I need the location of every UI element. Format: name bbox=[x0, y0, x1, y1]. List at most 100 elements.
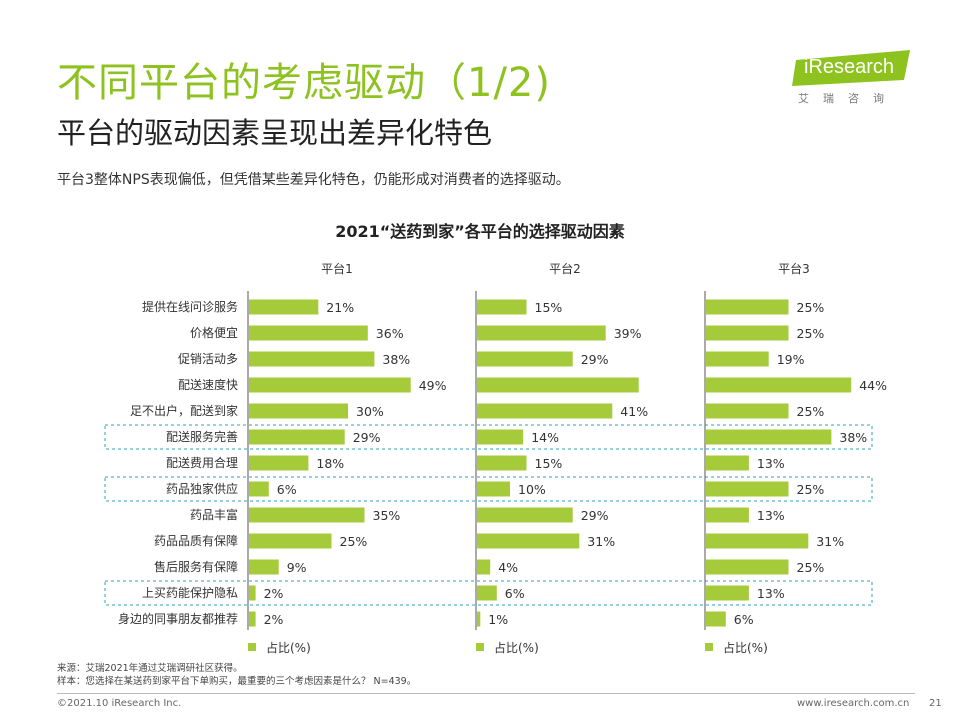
bar bbox=[249, 455, 309, 471]
category-label: 提供在线问诊服务 bbox=[142, 299, 238, 314]
data-label: 30% bbox=[356, 404, 384, 419]
data-label: 2% bbox=[264, 586, 284, 601]
data-label: 19% bbox=[777, 352, 805, 367]
bar bbox=[477, 507, 573, 523]
bar bbox=[477, 403, 613, 419]
bar bbox=[477, 559, 491, 575]
bar bbox=[706, 429, 832, 445]
page-title: 不同平台的考虑驱动（1/2) bbox=[57, 60, 551, 106]
data-label: 25% bbox=[340, 534, 368, 549]
bar bbox=[477, 533, 580, 549]
category-label: 药品丰富 bbox=[190, 507, 238, 522]
bar bbox=[477, 299, 527, 315]
bar bbox=[706, 403, 789, 419]
legend-swatch bbox=[248, 643, 256, 651]
bar bbox=[477, 429, 524, 445]
data-label: 44% bbox=[859, 378, 887, 393]
bar bbox=[249, 611, 256, 627]
category-label: 配送速度快 bbox=[178, 377, 238, 392]
category-label: 身边的同事朋友都推荐 bbox=[118, 611, 238, 626]
bar bbox=[706, 559, 789, 575]
data-label: 4% bbox=[498, 560, 518, 575]
category-label: 上买药能保护隐私 bbox=[142, 586, 238, 600]
category-label: 足不出户，配送到家 bbox=[130, 403, 238, 418]
legend-label: 占比(%) bbox=[723, 640, 768, 655]
logo-subtitle: 艾瑞咨询 bbox=[798, 92, 898, 105]
category-label: 药品品质有保障 bbox=[154, 533, 238, 548]
page-description: 平台3整体NPS表现偏低，但凭借某些差异化特色，仍能形成对消费者的选择驱动。 bbox=[57, 172, 570, 188]
data-label: 25% bbox=[797, 482, 825, 497]
bar bbox=[706, 299, 789, 315]
bar bbox=[249, 559, 279, 575]
data-label: 29% bbox=[353, 430, 381, 445]
page-number: 21 bbox=[929, 698, 942, 709]
bar bbox=[249, 377, 411, 393]
legend-swatch bbox=[476, 643, 484, 651]
legend-label: 占比(%) bbox=[494, 640, 539, 655]
bar bbox=[706, 507, 749, 523]
data-label: 29% bbox=[581, 508, 609, 523]
bar bbox=[706, 455, 749, 471]
data-label: 21% bbox=[326, 300, 354, 315]
data-label: 15% bbox=[535, 300, 563, 315]
data-label: 1% bbox=[488, 612, 508, 627]
bar bbox=[249, 351, 375, 367]
iresearch-logo: iResearch 艾瑞咨询 bbox=[792, 50, 912, 110]
source-line-2: 样本：您选择在某送药到家平台下单购买，最重要的三个考虑因素是什么？ N=439。 bbox=[57, 676, 417, 687]
data-label: 31% bbox=[587, 534, 615, 549]
category-label: 售后服务有保障 bbox=[154, 559, 238, 574]
data-label: 49% bbox=[419, 378, 447, 393]
logo-name: iResearch bbox=[804, 56, 895, 78]
data-label: 41% bbox=[620, 404, 648, 419]
data-label: 9% bbox=[287, 560, 307, 575]
panel-header: 平台3 bbox=[778, 261, 810, 276]
bar bbox=[706, 585, 749, 601]
data-label: 36% bbox=[376, 326, 404, 341]
data-label: 25% bbox=[797, 326, 825, 341]
data-label: 39% bbox=[614, 326, 642, 341]
bar bbox=[706, 533, 809, 549]
bar bbox=[249, 481, 269, 497]
category-label: 药品独家供应 bbox=[166, 481, 238, 496]
data-label: 13% bbox=[757, 586, 785, 601]
bar bbox=[477, 455, 527, 471]
category-label: 配送费用合理 bbox=[166, 455, 238, 470]
bar bbox=[706, 611, 726, 627]
bar bbox=[249, 533, 332, 549]
data-label: 15% bbox=[535, 456, 563, 471]
bar bbox=[477, 377, 639, 393]
bar bbox=[249, 507, 365, 523]
bar bbox=[477, 611, 481, 627]
data-label: 6% bbox=[277, 482, 297, 497]
chart-title: 2021“送药到家”各平台的选择驱动因素 bbox=[335, 222, 625, 241]
bar bbox=[706, 481, 789, 497]
data-label: 6% bbox=[505, 586, 525, 601]
data-label: 10% bbox=[518, 482, 546, 497]
footer-divider bbox=[57, 693, 915, 694]
bar bbox=[249, 585, 256, 601]
data-label: 38% bbox=[839, 430, 867, 445]
bar bbox=[706, 351, 769, 367]
data-label: 38% bbox=[382, 352, 410, 367]
bar bbox=[477, 585, 497, 601]
page-subtitle: 平台的驱动因素呈现出差异化特色 bbox=[57, 116, 493, 150]
panel-header: 平台2 bbox=[549, 261, 581, 276]
bar bbox=[706, 325, 789, 341]
copyright: ©2021.10 iResearch Inc. bbox=[57, 698, 182, 709]
website-link[interactable]: www.iresearch.com.cn bbox=[797, 698, 910, 709]
bar bbox=[249, 429, 345, 445]
bar bbox=[477, 351, 573, 367]
data-label: 14% bbox=[531, 430, 559, 445]
bar bbox=[249, 299, 319, 315]
source-note: 来源：艾瑞2021年通过艾瑞调研社区获得。 样本：您选择在某送药到家平台下单购买… bbox=[57, 662, 416, 688]
category-label: 价格便宜 bbox=[190, 325, 238, 340]
logo-background-icon bbox=[792, 50, 910, 86]
legend-swatch bbox=[705, 643, 713, 651]
bar bbox=[249, 403, 348, 419]
data-label: 31% bbox=[816, 534, 844, 549]
data-label: 29% bbox=[581, 352, 609, 367]
data-label: 25% bbox=[797, 560, 825, 575]
data-label: 6% bbox=[734, 612, 754, 627]
source-line-1: 来源：艾瑞2021年通过艾瑞调研社区获得。 bbox=[57, 663, 243, 674]
data-label: 35% bbox=[373, 508, 401, 523]
